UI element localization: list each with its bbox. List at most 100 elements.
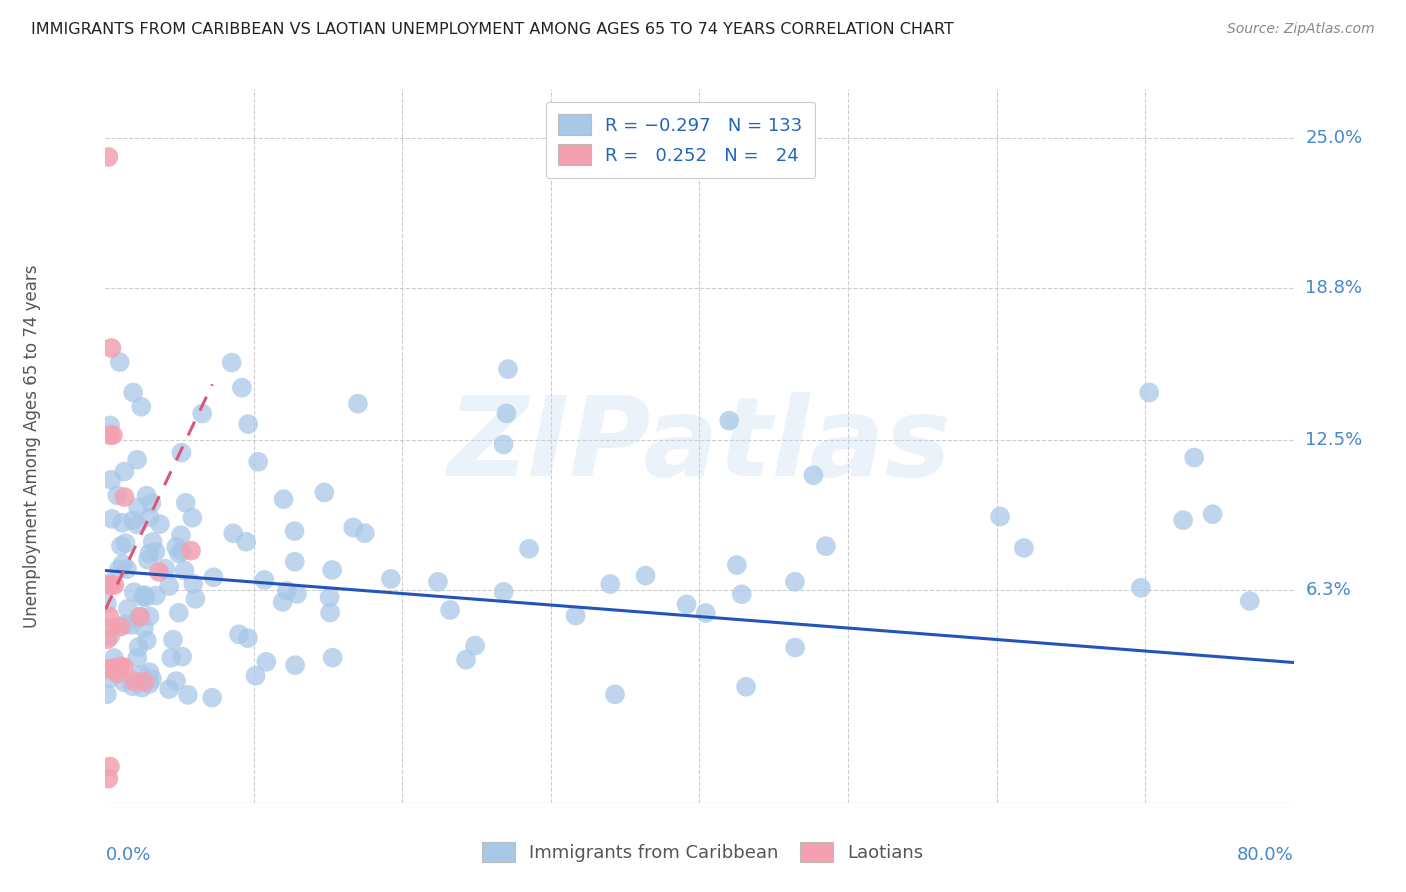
Point	[122, 513, 145, 527]
Legend: Immigrants from Caribbean, Laotians: Immigrants from Caribbean, Laotians	[475, 834, 931, 870]
Point	[127, 452, 149, 467]
Point	[439, 603, 461, 617]
Point	[110, 539, 132, 553]
Point	[129, 667, 152, 681]
Point	[103, 651, 125, 665]
Point	[105, 666, 128, 681]
Point	[96, 632, 118, 647]
Point	[148, 565, 170, 579]
Point	[122, 385, 145, 400]
Point	[238, 417, 260, 431]
Text: 18.8%: 18.8%	[1305, 278, 1362, 296]
Point	[142, 535, 165, 549]
Point	[103, 578, 125, 592]
Text: 80.0%: 80.0%	[1237, 847, 1294, 864]
Point	[599, 577, 621, 591]
Point	[464, 639, 486, 653]
Point	[1129, 581, 1152, 595]
Point	[803, 468, 825, 483]
Point	[134, 674, 156, 689]
Point	[184, 591, 207, 606]
Point	[284, 555, 307, 569]
Point	[110, 620, 132, 634]
Point	[202, 570, 225, 584]
Text: ZIPatlas: ZIPatlas	[447, 392, 952, 500]
Point	[138, 547, 160, 561]
Point	[1201, 507, 1223, 521]
Point	[101, 512, 124, 526]
Text: Unemployment Among Ages 65 to 74 years: Unemployment Among Ages 65 to 74 years	[22, 264, 41, 628]
Point	[114, 617, 136, 632]
Point	[100, 578, 122, 592]
Point	[141, 496, 163, 510]
Point	[132, 588, 155, 602]
Point	[127, 500, 149, 515]
Point	[108, 562, 131, 576]
Point	[98, 671, 121, 685]
Point	[100, 473, 122, 487]
Point	[97, 662, 120, 676]
Point	[128, 609, 150, 624]
Point	[254, 655, 277, 669]
Point	[155, 561, 177, 575]
Text: Source: ZipAtlas.com: Source: ZipAtlas.com	[1227, 22, 1375, 37]
Point	[101, 661, 124, 675]
Point	[222, 526, 245, 541]
Point	[138, 510, 160, 524]
Point	[117, 601, 139, 615]
Point	[173, 564, 195, 578]
Point	[165, 674, 187, 689]
Point	[253, 573, 276, 587]
Point	[122, 585, 145, 599]
Point	[785, 640, 807, 655]
Point	[1137, 385, 1160, 400]
Point	[167, 606, 190, 620]
Point	[783, 574, 806, 589]
Point	[120, 618, 142, 632]
Point	[247, 455, 270, 469]
Point	[319, 606, 342, 620]
Point	[235, 534, 257, 549]
Point	[172, 649, 194, 664]
Point	[135, 633, 157, 648]
Point	[380, 572, 402, 586]
Point	[162, 632, 184, 647]
Point	[181, 577, 204, 591]
Point	[97, 772, 120, 786]
Point	[454, 653, 477, 667]
Point	[342, 520, 364, 534]
Point	[124, 674, 146, 689]
Point	[284, 658, 307, 673]
Point	[96, 597, 118, 611]
Point	[271, 595, 294, 609]
Point	[725, 558, 748, 572]
Point	[170, 445, 193, 459]
Point	[167, 547, 190, 561]
Point	[1182, 450, 1205, 465]
Point	[731, 587, 754, 601]
Point	[127, 640, 149, 654]
Point	[495, 406, 517, 420]
Point	[347, 397, 370, 411]
Point	[121, 679, 143, 693]
Point	[114, 490, 136, 504]
Point	[129, 609, 152, 624]
Point	[1239, 594, 1261, 608]
Point	[180, 543, 202, 558]
Point	[517, 541, 540, 556]
Point	[138, 665, 160, 680]
Point	[1012, 541, 1035, 555]
Point	[98, 759, 121, 773]
Point	[675, 598, 697, 612]
Point	[135, 590, 157, 604]
Point	[285, 587, 308, 601]
Point	[314, 485, 336, 500]
Point	[283, 524, 305, 538]
Point	[131, 681, 153, 695]
Point	[98, 578, 121, 592]
Point	[127, 650, 149, 665]
Point	[135, 489, 157, 503]
Point	[201, 690, 224, 705]
Point	[174, 496, 197, 510]
Point	[496, 362, 519, 376]
